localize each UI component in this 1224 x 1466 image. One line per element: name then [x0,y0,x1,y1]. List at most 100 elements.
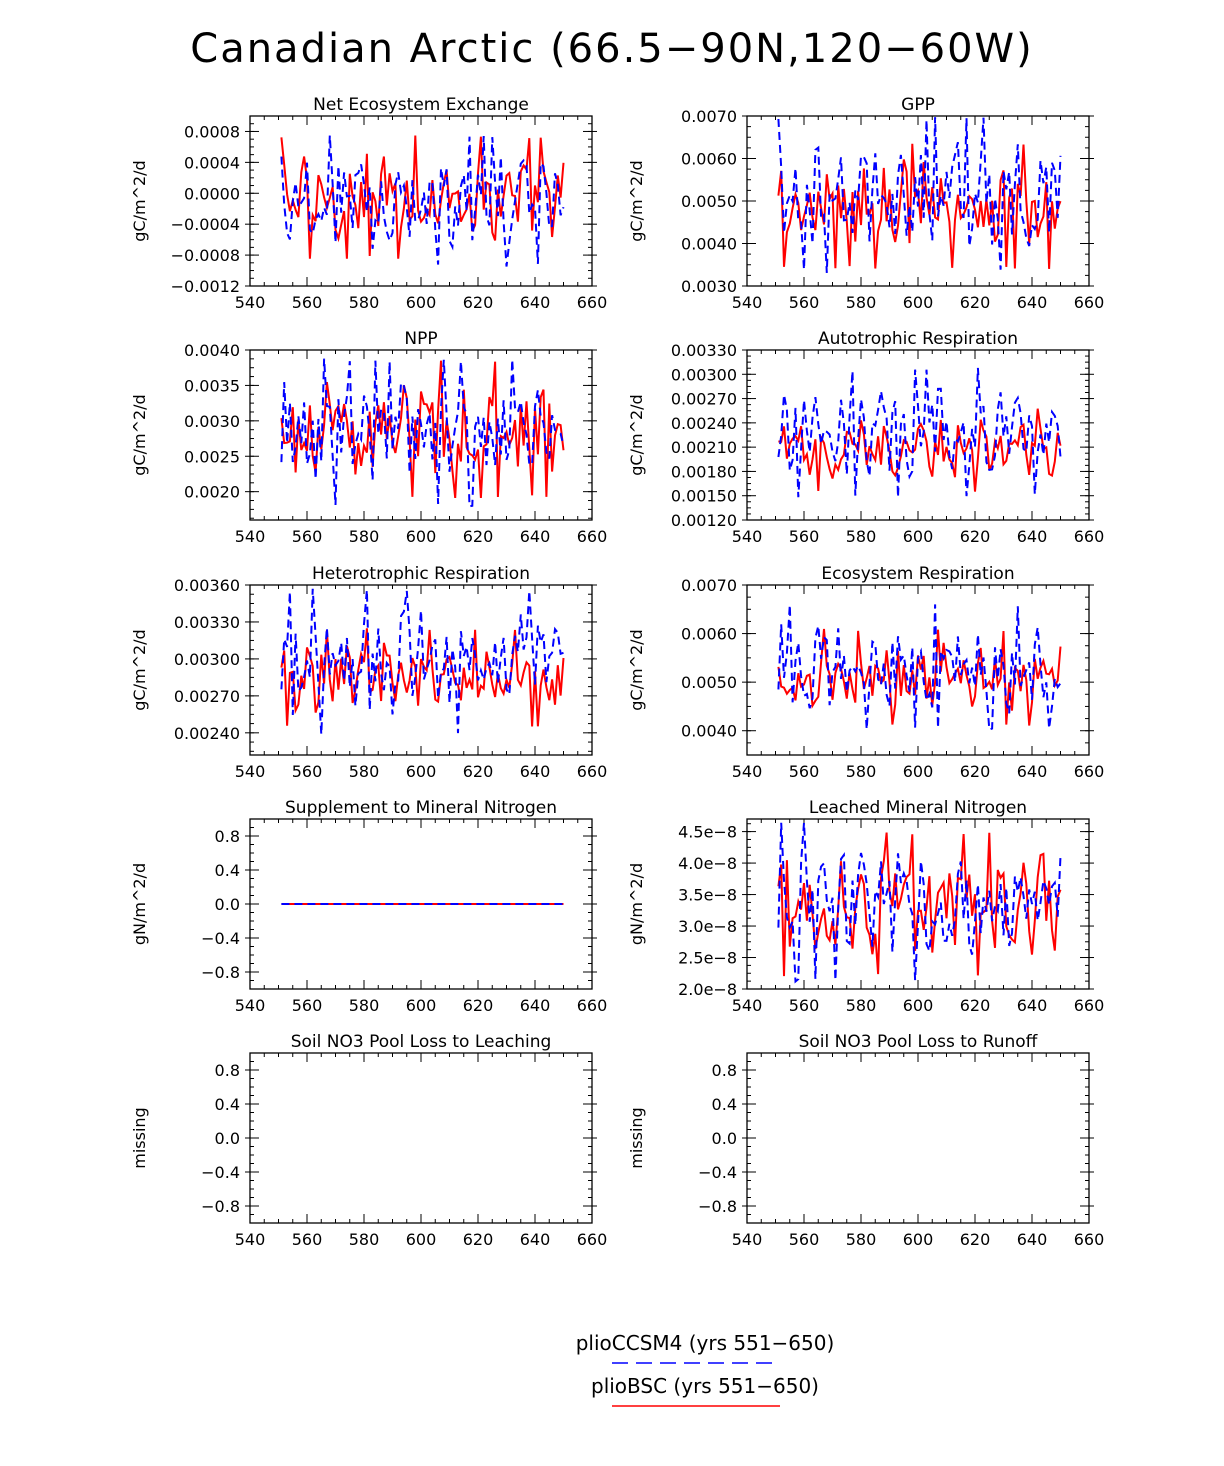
series-line-pliobsc [280,360,565,499]
x-tick-label: 640 [520,527,551,546]
y-tick-label: −0.8 [201,963,240,982]
x-tick-label: 560 [292,762,323,781]
x-tick-label: 640 [1017,527,1048,546]
x-tick-label: 600 [406,527,437,546]
x-tick-label: 620 [960,996,991,1015]
x-tick-label: 560 [789,293,820,312]
x-axis: 540 560 580 600 620 640 660 [732,350,1104,546]
x-tick-label: 600 [406,996,437,1015]
y-axis: 0.0040 0.0050 0.0060 0.0070 [681,576,1094,756]
panel-title: Ecosystem Respiration [821,564,1014,584]
y-axis-label: gC/m^2/d [130,394,149,475]
x-tick-label: 560 [292,527,323,546]
x-tick-label: 540 [732,762,763,781]
y-tick-label: 0.0020 [184,483,240,502]
series-line-pliobsc [777,143,1062,269]
y-tick-label: 0.0008 [184,122,240,141]
x-tick-label: 640 [520,762,551,781]
x-tick-label: 660 [577,996,608,1015]
x-tick-label: 580 [349,293,380,312]
y-tick-label: 0.0030 [184,412,240,431]
legend: plioCCSM4 (yrs 551−650) plioBSC (yrs 551… [576,1331,834,1407]
panel-title: Soil NO3 Pool Loss to Leaching [291,1032,552,1052]
series-line-plioccsm4 [280,358,565,508]
x-tick-label: 600 [903,762,934,781]
x-axis: 540 560 580 600 620 640 660 [235,585,607,781]
x-tick-label: 540 [732,293,763,312]
y-axis-label: gC/m^2/d [627,394,646,475]
x-tick-label: 600 [406,293,437,312]
y-axis: −0.8 −0.4 0.0 0.4 0.8 [698,1052,1094,1224]
x-tick-label: 640 [1017,996,1048,1015]
y-axis-label: gC/m^2/d [627,160,646,241]
y-tick-label: 0.0070 [681,107,737,126]
plot-frame [249,1052,593,1224]
y-tick-label: 0.0040 [681,722,737,741]
x-tick-label: 640 [1017,762,1048,781]
x-tick-label: 560 [789,1230,820,1249]
y-tick-label: 0.00300 [671,365,737,384]
x-axis: 540 560 580 600 620 640 660 [235,116,607,312]
y-tick-label: −0.4 [201,1163,240,1182]
x-axis: 540 560 580 600 620 640 660 [732,585,1104,781]
panel-leached-mineral-nitrogen: Leached Mineral Nitrogen 540 560 580 600 620 6… [627,798,1104,1015]
y-tick-label: 0.00270 [671,390,737,409]
y-tick-label: −0.8 [698,1197,737,1216]
x-tick-label: 540 [235,762,266,781]
x-tick-label: 600 [406,1230,437,1249]
y-axis: 0.00240 0.00270 0.00300 0.00330 0.00360 [174,576,597,752]
x-tick-label: 620 [463,762,494,781]
series-line-plioccsm4 [777,117,1062,273]
x-tick-label: 560 [292,996,323,1015]
x-tick-label: 600 [406,762,437,781]
y-tick-label: 0.0035 [184,376,240,395]
x-tick-label: 660 [1074,996,1105,1015]
panel-title: Net Ecosystem Exchange [313,95,529,115]
y-tick-label: 0.00330 [174,613,240,632]
y-tick-label: 0.4 [215,1095,240,1114]
x-tick-label: 540 [732,527,763,546]
y-tick-label: 2.0e−8 [678,980,737,999]
y-tick-label: 0.0030 [681,277,737,296]
y-tick-label: 0.0025 [184,447,240,466]
y-axis-label: missing [130,1107,149,1168]
x-tick-label: 620 [463,1230,494,1249]
plot-frame [746,1052,1090,1224]
y-tick-label: 0.00270 [174,687,240,706]
panel-title: Autotrophic Respiration [818,329,1018,349]
series-line-pliobsc [777,832,1062,977]
x-tick-label: 540 [732,996,763,1015]
x-tick-label: 560 [789,996,820,1015]
series-line-pliobsc [777,628,1062,726]
y-tick-label: 0.0000 [184,184,240,203]
y-axis: 2.0e−8 2.5e−8 3.0e−8 3.5e−8 4.0e−8 4.5e−8 [678,823,1094,999]
x-tick-label: 660 [1074,1230,1105,1249]
x-tick-label: 620 [960,762,991,781]
panel-title: GPP [901,95,935,115]
x-tick-label: 620 [960,527,991,546]
panel-net-ecosystem-exchange: Net Ecosystem Exchange 540 560 580 600 620 640… [130,95,607,312]
x-axis: 540 560 580 600 620 640 660 [732,819,1105,1015]
y-tick-label: 0.0 [215,895,240,914]
y-tick-label: 4.0e−8 [678,854,737,873]
y-tick-label: 0.00150 [671,487,737,506]
y-tick-label: 0.00180 [671,462,737,481]
x-tick-label: 540 [732,1230,763,1249]
y-axis: −0.8 −0.4 0.0 0.4 0.8 [201,1052,597,1224]
y-tick-label: 0.00300 [174,650,240,669]
panels: Net Ecosystem Exchange 540 560 580 600 620 640… [130,95,1104,1249]
y-axis: −0.0012 −0.0008 −0.0004 0.0000 0.0004 0.0008 [171,115,597,296]
x-axis: 540 560 580 600 620 640 660 [235,1053,607,1249]
y-axis-label: gN/m^2/d [627,863,646,945]
x-tick-label: 600 [903,293,934,312]
x-tick-label: 560 [292,1230,323,1249]
y-tick-label: 0.4 [215,861,240,880]
series-line-plioccsm4 [777,367,1062,498]
x-tick-label: 640 [520,1230,551,1249]
y-tick-label: 0.8 [215,1061,240,1080]
y-tick-label: −0.4 [201,929,240,948]
